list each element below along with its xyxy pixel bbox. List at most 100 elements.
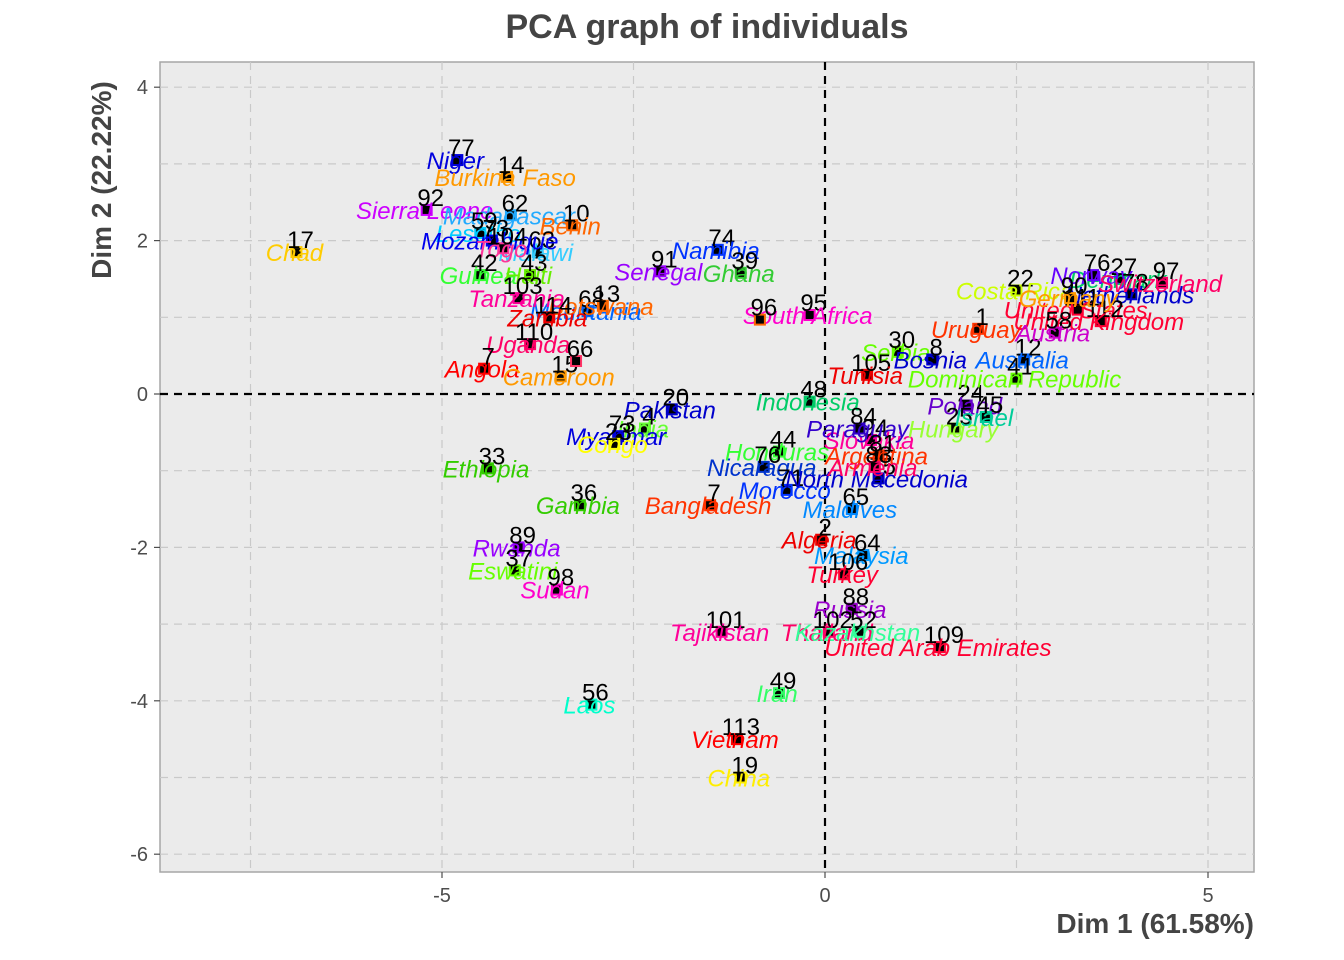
data-point	[861, 368, 874, 381]
data-point	[508, 564, 521, 577]
data-point-id: 19	[731, 753, 758, 780]
data-point-id: 17	[287, 227, 314, 254]
data-point-id: 42	[471, 250, 498, 277]
data-point	[757, 460, 770, 473]
data-point-label: Germany	[1019, 286, 1120, 313]
data-point-label: Namibia	[672, 238, 760, 265]
data-point	[654, 265, 667, 278]
x-tick-label: 5	[1202, 885, 1213, 907]
data-point-id: 71	[777, 465, 804, 492]
data-point-label: Honduras	[725, 440, 829, 467]
data-point-label: Tunisia	[827, 363, 903, 390]
data-point-id: 94	[862, 415, 889, 442]
data-point-label: Armenia	[826, 455, 917, 482]
data-point	[485, 234, 498, 247]
data-point-id: 73	[482, 216, 509, 243]
data-point	[573, 499, 586, 512]
data-point	[872, 449, 885, 462]
data-point-id: 63	[528, 227, 555, 254]
y-tick-label: 4	[137, 77, 148, 99]
data-point-label: Bangladesh	[645, 493, 772, 520]
data-point-id: 81	[869, 430, 896, 457]
data-point-id: 36	[571, 480, 598, 507]
data-point-id: 97	[1153, 258, 1180, 285]
data-point-label: China	[707, 766, 770, 793]
data-point-id: 30	[888, 327, 915, 354]
data-point	[504, 209, 517, 222]
data-point	[960, 399, 973, 412]
data-point-id: 96	[751, 295, 778, 322]
data-point-id: 25	[946, 404, 973, 431]
data-point-label: Zambia	[506, 305, 587, 332]
data-point-id: 74	[708, 225, 735, 252]
data-point-id: 114	[534, 292, 572, 319]
data-point	[773, 687, 786, 700]
data-point-id: 89	[509, 522, 536, 549]
data-point-label: Russia	[813, 597, 886, 624]
data-point	[543, 311, 556, 324]
data-point	[474, 226, 487, 239]
data-point	[420, 203, 433, 216]
data-point-label: Paraguay	[806, 417, 911, 444]
chart-title: PCA graph of individuals	[505, 8, 909, 46]
data-point-id: 37	[505, 545, 532, 572]
data-point-label: Kazakhstan	[795, 620, 920, 647]
data-point-label: Algeria	[780, 528, 857, 555]
data-point	[803, 308, 816, 321]
data-point	[451, 154, 464, 167]
data-point-id: 44	[770, 427, 797, 454]
data-point	[1125, 288, 1138, 301]
data-point-label: Serbia	[861, 340, 930, 367]
data-point	[290, 246, 303, 259]
data-point-id: 64	[854, 530, 881, 557]
plot-panel	[159, 61, 1255, 873]
data-point-id: 112	[1086, 296, 1124, 323]
data-point	[638, 422, 651, 435]
data-point-id: 52	[850, 607, 877, 634]
data-point	[478, 362, 491, 375]
data-point-label: Israel	[955, 405, 1014, 432]
data-point-label: Burkina Faso	[434, 165, 575, 192]
data-point	[853, 422, 866, 435]
data-point-label: Haiti	[504, 263, 553, 290]
data-point	[524, 269, 537, 282]
data-point-label: Vietnam	[691, 727, 779, 754]
data-point-id: 33	[479, 443, 506, 470]
data-point-label: Turkey	[806, 562, 880, 589]
data-point	[524, 338, 537, 351]
data-point-label: United Arab Emirates	[824, 635, 1051, 662]
data-point-label: Cameroon	[503, 364, 615, 391]
y-tick-label: -4	[130, 691, 148, 713]
data-point	[481, 462, 494, 475]
data-point-id: 10	[563, 200, 590, 227]
data-point	[570, 355, 583, 368]
data-point-id: 92	[417, 185, 444, 212]
data-point	[1010, 284, 1023, 297]
data-point-id: 24	[957, 381, 984, 408]
data-point-id: 77	[448, 135, 475, 162]
data-point-id: 22	[1007, 265, 1034, 292]
data-point	[872, 472, 885, 485]
data-point	[585, 698, 598, 711]
data-point-id: 7	[707, 480, 720, 507]
data-point-label: Congo	[577, 432, 648, 459]
data-point	[711, 243, 724, 256]
data-point-label: Dominican Republic	[908, 367, 1121, 394]
data-point-label: Togo	[475, 236, 528, 263]
data-point	[1156, 276, 1169, 289]
data-point	[474, 269, 487, 282]
data-point-label: Sudan	[520, 578, 589, 605]
data-point-label: Laos	[563, 693, 615, 720]
data-point	[730, 733, 743, 746]
data-point	[979, 411, 992, 424]
data-point-id: 14	[498, 152, 525, 179]
data-point-id: 101	[706, 607, 746, 634]
data-point	[1094, 315, 1107, 328]
data-point-id: 41	[1007, 354, 1034, 381]
data-point-label: Sierra Leone	[356, 198, 493, 225]
data-point-id: 95	[800, 290, 827, 317]
data-point	[803, 395, 816, 408]
y-tick-label: -6	[130, 844, 148, 866]
data-point	[822, 625, 835, 638]
data-point-id: 65	[842, 484, 869, 511]
